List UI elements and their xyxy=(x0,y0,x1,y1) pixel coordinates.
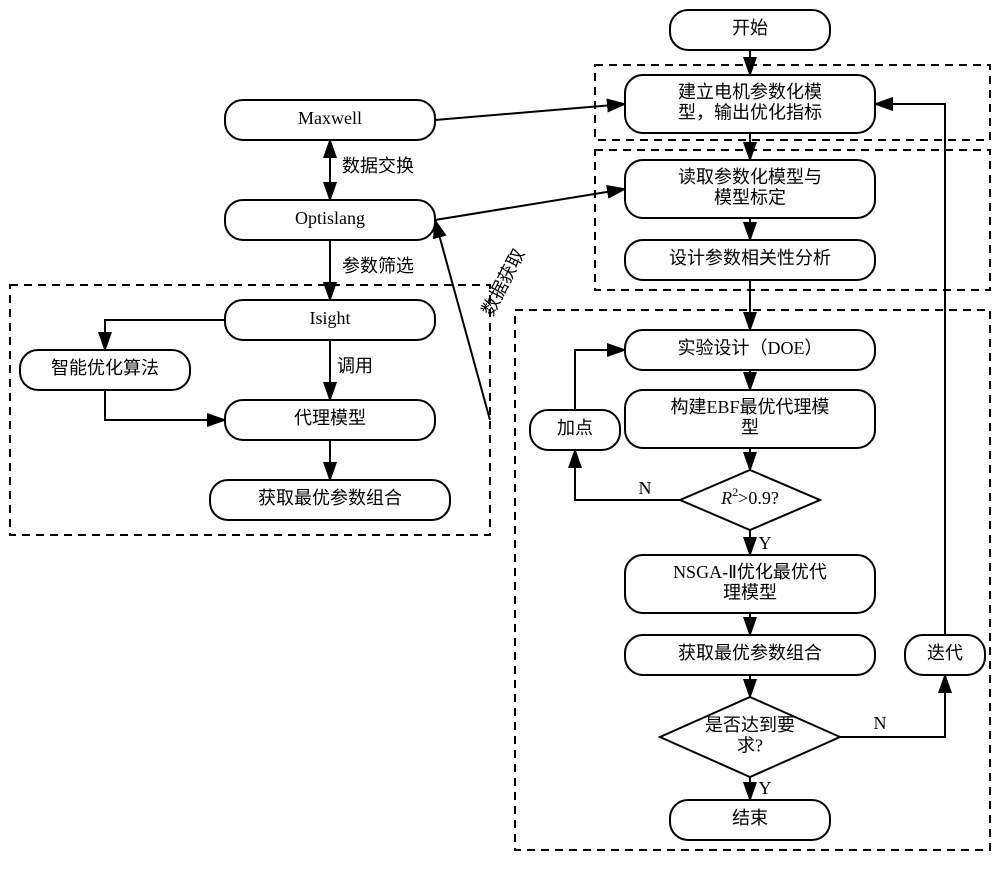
node-surr: 代理模型 xyxy=(225,400,435,440)
node-algo: 智能优化算法 xyxy=(20,350,190,390)
e_d1_add xyxy=(575,450,680,500)
e_opt_n2 xyxy=(435,189,625,220)
node-d2-label: 是否达到要 xyxy=(705,715,795,735)
node-isight: Isight xyxy=(225,300,435,340)
node-n6: NSGA-Ⅱ优化最优代理模型 xyxy=(625,555,875,613)
node-optislang-label: Optislang xyxy=(295,208,365,228)
node-d1-label: R2>0.9? xyxy=(720,485,779,508)
node-best-label: 获取最优参数组合 xyxy=(258,488,402,508)
flowchart: YYNN数据交换参数筛选调用数据获取开始建立电机参数化模型，输出优化指标读取参数… xyxy=(0,0,1000,870)
node-n5-label: 构建EBF最优代理模 xyxy=(670,397,829,417)
e_d1_n6-label: Y xyxy=(759,533,772,553)
e_d1_add-label: N xyxy=(639,478,652,498)
node-n4-label: 实验设计（DOE） xyxy=(678,338,823,358)
node-iter-label: 迭代 xyxy=(927,643,963,663)
node-add: 加点 xyxy=(530,410,620,450)
e_iter_n1 xyxy=(875,104,945,635)
e_d2_iter-label: N xyxy=(874,713,887,733)
node-n2-label: 读取参数化模型与 xyxy=(678,167,822,187)
node-start-label: 开始 xyxy=(732,18,768,38)
node-maxwell: Maxwell xyxy=(225,100,435,140)
node-optislang: Optislang xyxy=(225,200,435,240)
e_d2_iter xyxy=(840,675,945,737)
e_add_n4 xyxy=(575,350,625,410)
node-iter: 迭代 xyxy=(905,635,985,675)
node-isight-label: Isight xyxy=(309,308,350,328)
node-n3-label: 设计参数相关性分析 xyxy=(669,248,831,268)
node-n7: 获取最优参数组合 xyxy=(625,635,875,675)
node-n6-label: NSGA-Ⅱ优化最优代 xyxy=(673,562,827,582)
e_algo_surr xyxy=(105,390,225,420)
node-d1: R2>0.9? xyxy=(680,470,820,530)
node-surr-label: 代理模型 xyxy=(294,408,366,428)
e_opt_isight-label: 参数筛选 xyxy=(342,256,414,276)
e_isight_algo xyxy=(105,320,225,350)
node-add-label: 加点 xyxy=(557,418,593,438)
node-n6-label: 理模型 xyxy=(723,582,777,602)
node-maxwell-label: Maxwell xyxy=(298,108,362,128)
node-n1-label: 建立电机参数化模 xyxy=(678,82,822,102)
e_max_opt-label: 数据交换 xyxy=(342,156,414,176)
e_opt_box xyxy=(435,220,490,420)
node-n5: 构建EBF最优代理模型 xyxy=(625,390,875,448)
node-n4: 实验设计（DOE） xyxy=(625,330,875,370)
node-n7-label: 获取最优参数组合 xyxy=(678,643,822,663)
e_opt_box-label: 数据获取 xyxy=(478,246,529,319)
e_max_n1 xyxy=(435,104,625,120)
node-end: 结束 xyxy=(670,800,830,840)
node-n1-label: 型，输出优化指标 xyxy=(678,102,822,122)
node-d2: 是否达到要求? xyxy=(660,697,840,777)
node-n3: 设计参数相关性分析 xyxy=(625,240,875,280)
node-best: 获取最优参数组合 xyxy=(210,480,450,520)
node-algo-label: 智能优化算法 xyxy=(51,358,159,378)
e_d2_end-label: Y xyxy=(759,778,772,798)
node-end-label: 结束 xyxy=(732,808,768,828)
node-n5-label: 型 xyxy=(741,417,759,437)
node-d2-label: 求? xyxy=(737,735,763,755)
node-start: 开始 xyxy=(670,10,830,50)
node-n2: 读取参数化模型与模型标定 xyxy=(625,160,875,218)
e_isight_surr-label: 调用 xyxy=(337,356,373,376)
node-n2-label: 模型标定 xyxy=(714,187,786,207)
node-n1: 建立电机参数化模型，输出优化指标 xyxy=(625,75,875,133)
